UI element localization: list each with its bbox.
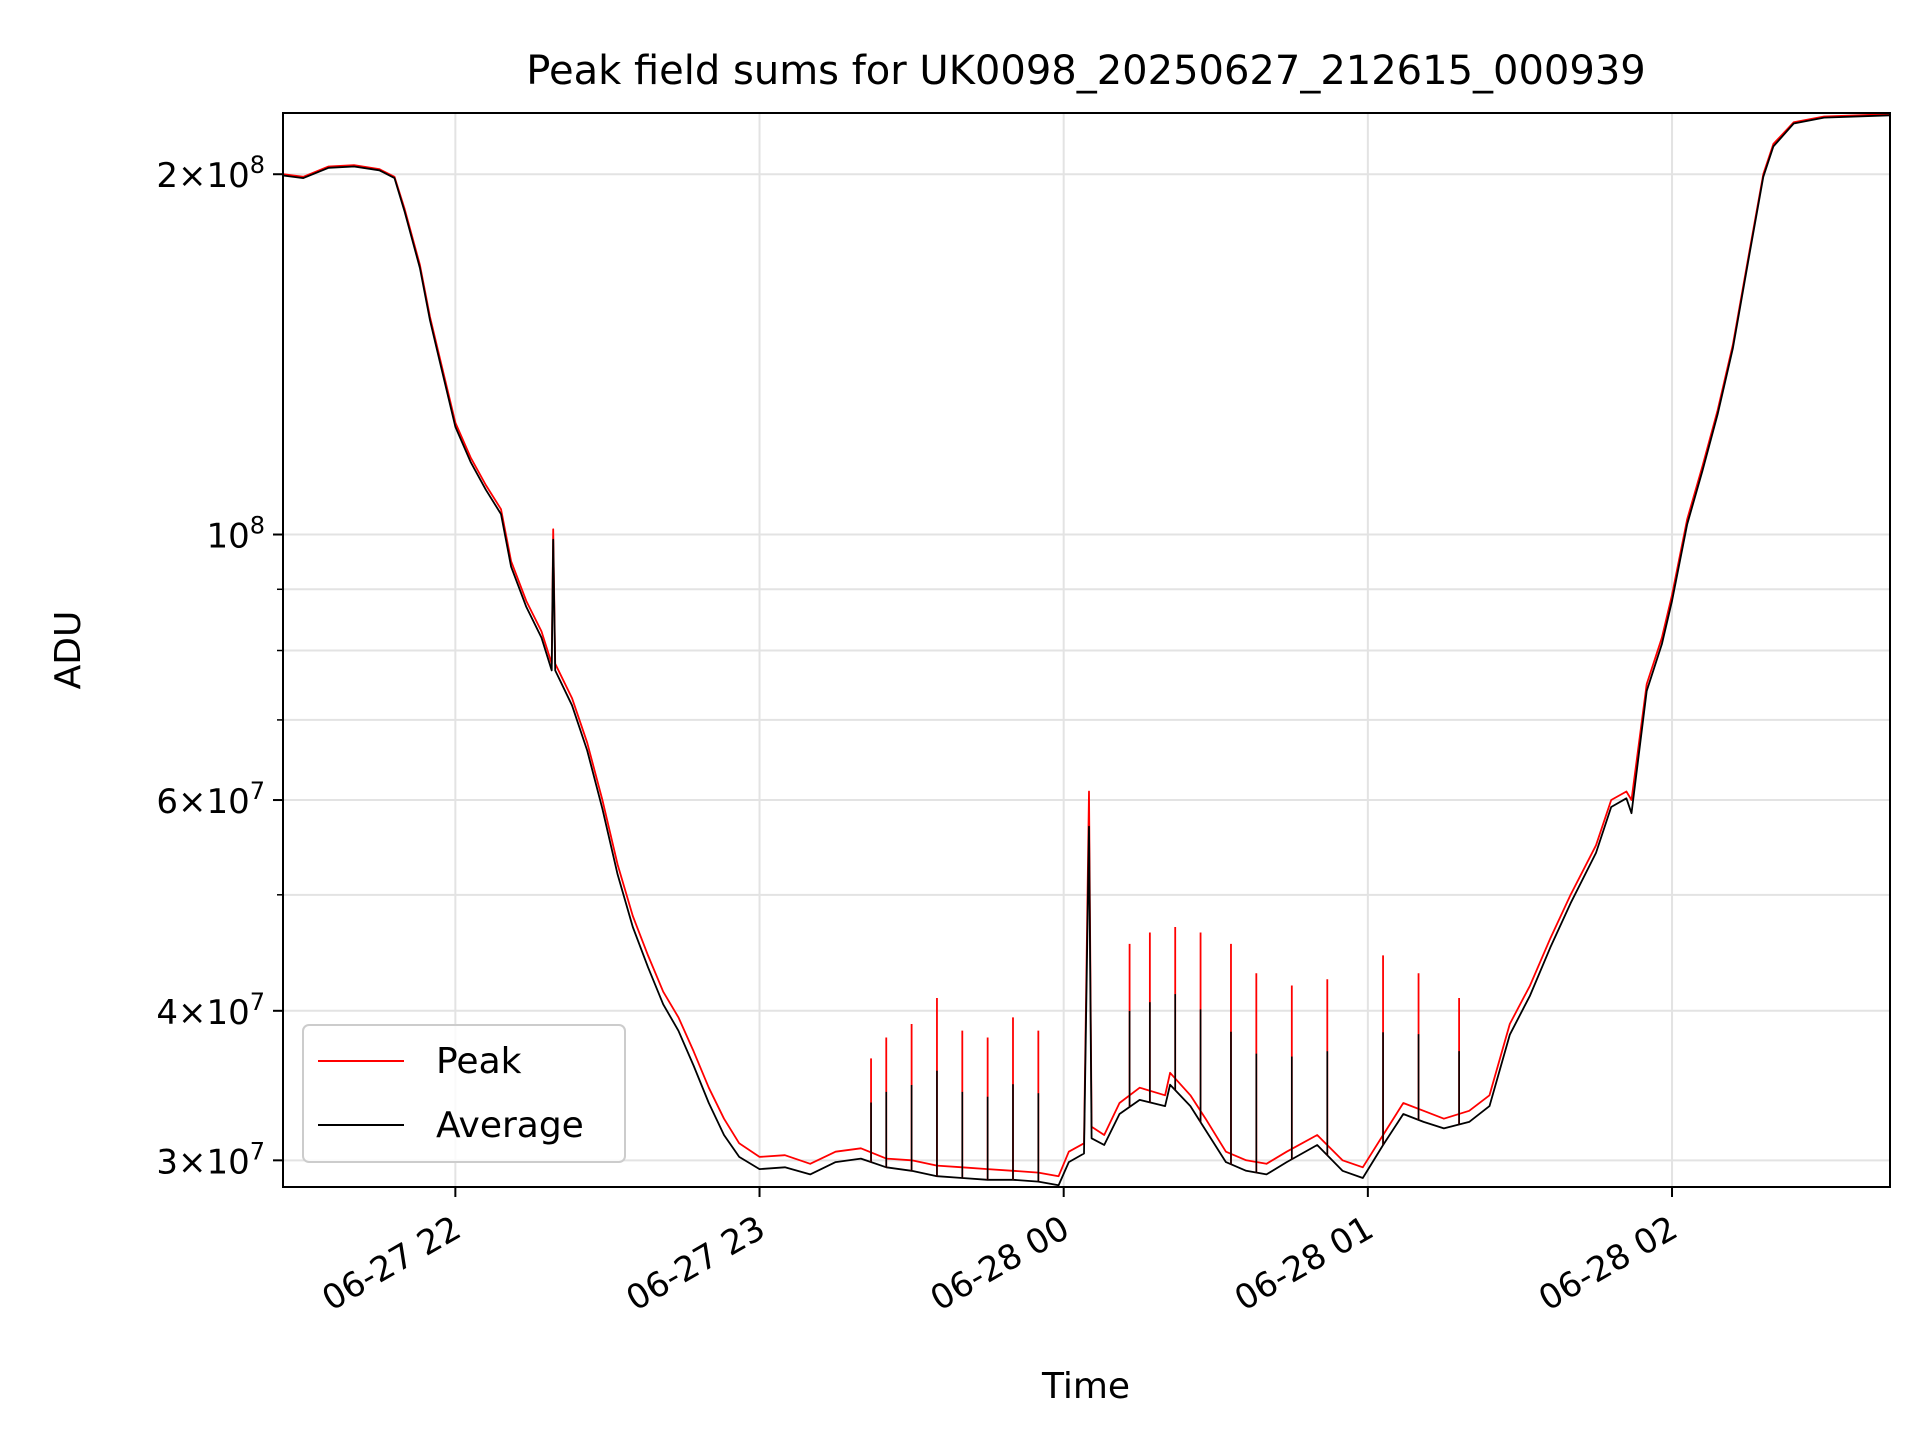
legend: Peak Average [302, 1024, 626, 1163]
legend-label-average: Average [436, 1105, 584, 1146]
y-tick-label: 3×107 [156, 1137, 265, 1182]
x-axis-label: Time [1041, 1366, 1130, 1407]
legend-label-peak: Peak [436, 1041, 522, 1082]
y-axis-label: ADU [48, 611, 89, 690]
y-tick-label: 6×107 [156, 777, 265, 822]
chart-title: Peak field sums for UK0098_20250627_2126… [526, 48, 1645, 94]
series-line-average [282, 114, 1891, 1187]
legend-box [302, 1024, 626, 1163]
series-layer [282, 113, 1891, 1187]
y-tick-label: 2×108 [156, 151, 265, 196]
y-tick-label: 4×107 [156, 988, 265, 1033]
series-line-peak [282, 113, 1891, 1178]
